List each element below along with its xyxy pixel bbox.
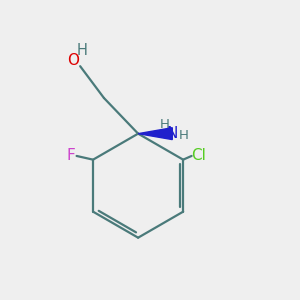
Text: H: H bbox=[76, 43, 87, 58]
Text: H: H bbox=[160, 118, 170, 131]
Text: Cl: Cl bbox=[192, 148, 206, 164]
Text: N: N bbox=[167, 126, 178, 141]
Text: O: O bbox=[67, 53, 79, 68]
Text: F: F bbox=[67, 148, 76, 164]
Text: H: H bbox=[178, 129, 188, 142]
Polygon shape bbox=[138, 128, 172, 140]
